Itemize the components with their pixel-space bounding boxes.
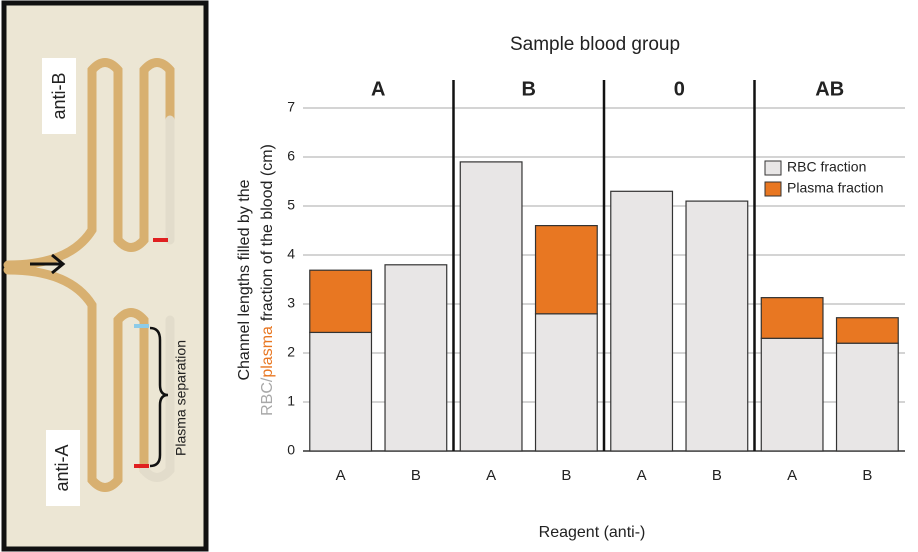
bar [835, 342, 899, 452]
legend-label: RBC fraction [787, 159, 866, 175]
group-label: A [371, 78, 385, 100]
bar [685, 200, 749, 452]
photo-label: Plasma separation [173, 340, 189, 456]
legend-label: Plasma fraction [787, 180, 883, 196]
bar [534, 313, 598, 452]
y-tick-label: 2 [287, 344, 295, 360]
bar [534, 225, 598, 315]
group-label: 0 [674, 78, 685, 100]
bar [610, 190, 674, 452]
x-axis-label: Reagent (anti-) [539, 524, 646, 541]
x-tick-label: A [336, 467, 346, 484]
bar [760, 337, 824, 452]
y-tick-label: 5 [287, 197, 295, 213]
x-tick-label: A [787, 467, 797, 484]
y-axis-label: RBC/plasma fraction of the blood (cm) [259, 144, 276, 416]
label-box [42, 58, 76, 134]
chart-title: Sample blood group [510, 34, 680, 55]
bar [309, 269, 373, 334]
bar [384, 264, 448, 452]
bar [835, 317, 899, 344]
y-tick-label: 0 [287, 442, 295, 458]
y-tick-label: 4 [287, 246, 295, 262]
bar [760, 297, 824, 339]
photo-label: anti-B [49, 72, 69, 119]
legend-swatch [764, 160, 782, 176]
group-label: AB [815, 78, 844, 100]
x-tick-label: B [712, 467, 722, 484]
photo: anti-B anti-A Plasma separation [1, 0, 209, 552]
x-tick-label: A [486, 467, 496, 484]
x-tick-label: A [637, 467, 647, 484]
y-tick-label: 1 [287, 393, 295, 409]
legend-swatch [764, 181, 782, 197]
y-axis-label-part: RBC/ [259, 377, 276, 416]
y-tick-label: 6 [287, 148, 295, 164]
y-tick-label: 3 [287, 295, 295, 311]
x-tick-label: B [561, 467, 571, 484]
arrow [30, 253, 66, 275]
brace [149, 326, 169, 468]
y-axis-label: Channel lengths filled by the [236, 179, 253, 380]
bar [459, 161, 523, 452]
y-tick-label: 7 [287, 99, 295, 115]
x-tick-label: B [862, 467, 872, 484]
photo-label: anti-A [52, 444, 72, 491]
y-axis-label-part: fraction of the blood (cm) [259, 144, 276, 321]
bar [309, 331, 373, 452]
x-tick-label: B [411, 467, 421, 484]
channels [3, 58, 175, 492]
label-box [46, 430, 80, 506]
group-label: B [522, 78, 536, 100]
y-axis-label-part: plasma [259, 326, 276, 378]
